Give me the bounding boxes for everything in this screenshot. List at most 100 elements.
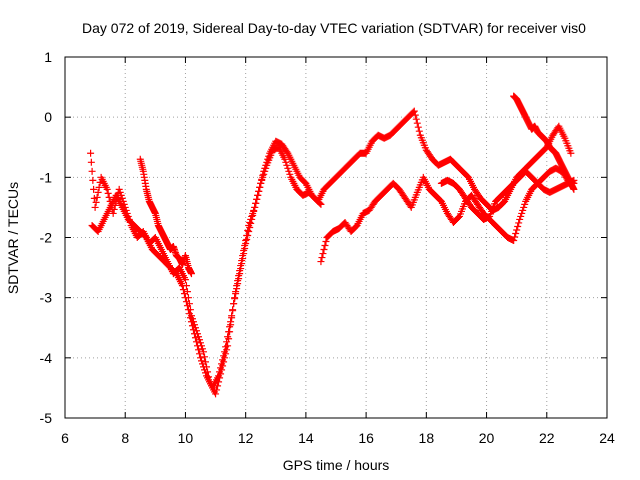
data-point [181,276,189,284]
x-tick-labels: 6 8 10 12 14 16 18 20 22 24 [61,430,615,446]
data-point [286,170,294,178]
data-point [90,185,98,193]
data-point [216,368,224,376]
data-point [187,318,195,326]
data-point [415,127,423,135]
y-tick-label: -2 [40,230,53,246]
data-point [262,164,270,172]
data-point [570,185,578,193]
x-tick-label: 20 [479,430,495,446]
data-point [251,203,259,211]
data-point [181,294,189,302]
data-point [319,250,327,258]
data-point [247,215,255,223]
data-point [238,257,246,265]
data-point [231,294,239,302]
data-point [222,343,230,351]
data-point [212,390,220,398]
x-tick-label: 24 [599,430,615,446]
data-point [201,353,209,361]
data-point [515,219,523,227]
data-point [201,366,209,374]
data-point [224,333,232,341]
data-point [199,345,207,353]
data-point [199,360,207,368]
x-axis-label: GPS time / hours [283,457,390,473]
data-point [317,258,325,266]
data-point [516,215,524,223]
data-point [259,173,267,181]
data-point [115,185,123,193]
data-point [318,254,326,262]
data-point [258,176,266,184]
data-point [179,286,187,294]
data-point [243,231,251,239]
data-point [254,191,262,199]
data-point [186,314,194,322]
x-tick-label: 22 [539,430,555,446]
x-tick-label: 14 [298,430,314,446]
data-point [194,333,202,341]
data-point [188,322,196,330]
data-point [232,288,240,296]
data-point [91,203,99,211]
axis-ticks [64,56,608,419]
data-point [567,149,575,157]
data-point [236,267,244,275]
data-point [200,363,208,371]
data-point [282,158,290,166]
data-point [518,209,526,217]
y-tick-label: -4 [40,350,53,366]
data-point [219,356,227,364]
data-point [193,342,201,350]
data-point [185,310,193,318]
data-point [242,237,250,245]
y-tick-label: -1 [40,169,53,185]
data-point [213,386,221,394]
data-point [511,233,519,241]
data-point [316,199,324,207]
data-point [283,161,291,169]
data-point [191,334,199,342]
data-point [116,188,124,196]
data-point [197,339,204,347]
y-tick-labels: 1 0 -1 -2 -3 -4 -5 [40,49,53,426]
x-tick-label: 18 [419,430,435,446]
x-tick-label: 16 [358,430,374,446]
data-point [217,364,225,372]
y-tick-label: 0 [44,109,52,125]
data-point [253,195,261,203]
series-track-b [88,143,325,392]
data-point [223,338,231,346]
data-point [103,185,111,193]
data-point [321,242,329,250]
data-point [182,298,190,306]
data-point [94,188,102,196]
data-point [215,372,223,380]
data-point [104,189,112,197]
data-point [246,218,254,226]
data-point [178,282,186,290]
data-point [411,111,419,119]
data-point [245,221,253,229]
data-point [226,323,234,331]
data-point [235,272,243,280]
data-marks [87,92,578,398]
data-point [517,212,525,220]
data-point [281,155,289,163]
data-point [234,277,242,285]
data-point [220,352,228,360]
data-point [118,194,126,202]
data-point [109,209,117,217]
y-tick-label: -3 [40,290,53,306]
data-point [228,312,236,320]
data-point [189,326,197,334]
data-point [260,170,268,178]
data-point [250,206,258,214]
plot-frame [64,56,608,419]
data-point [322,238,330,246]
data-point [249,209,257,217]
data-point [257,179,265,187]
data-point [200,348,208,356]
